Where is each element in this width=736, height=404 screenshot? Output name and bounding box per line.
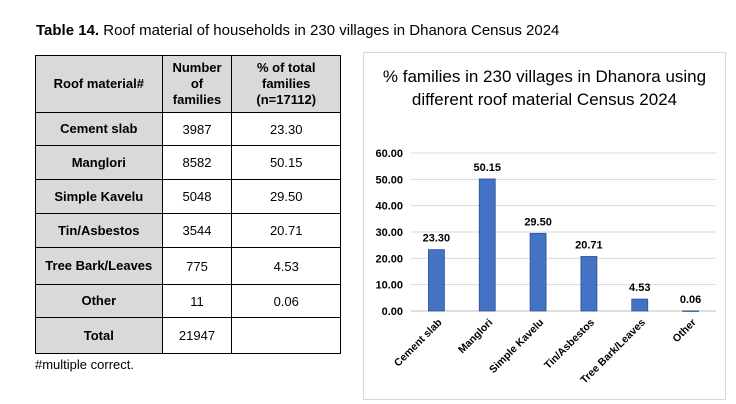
table-row: Tree Bark/Leaves 775 4.53	[35, 247, 341, 285]
bar	[631, 298, 649, 312]
x-tick-label: Other	[670, 317, 698, 345]
row-count: 775	[161, 247, 233, 285]
row-count: 3544	[161, 213, 233, 248]
table-row: Tin/Asbestos 3544 20.71	[35, 213, 341, 248]
header-roof-material: Roof material#	[35, 55, 163, 113]
bar-chart: % families in 230 villages in Dhanora us…	[363, 52, 726, 400]
bar	[529, 232, 547, 312]
table-header-row: Roof material# Number of families % of t…	[35, 55, 341, 113]
row-percent: 4.53	[231, 247, 341, 285]
caption-label: Table 14.	[36, 22, 100, 39]
bar	[478, 178, 496, 312]
data-label: 23.30	[423, 233, 451, 245]
chart-plot: 0.00 10.00 20.00 30.00 40.00 50.00 60.00 23.30 C…	[375, 148, 716, 386]
x-tick-label: Manglori	[456, 317, 495, 356]
row-label: Simple Kavelu	[35, 179, 163, 214]
row-count: 8582	[161, 145, 233, 180]
y-tick-label: 60.00	[375, 148, 403, 160]
table-row: Other 11 0.06	[35, 284, 341, 318]
row-label: Manglori	[35, 145, 163, 180]
row-label: Tree Bark/Leaves	[35, 247, 163, 285]
row-percent: 29.50	[231, 179, 341, 214]
bar	[580, 256, 598, 312]
row-label: Cement slab	[35, 112, 163, 146]
y-tick-label: 20.00	[375, 253, 403, 265]
row-percent: 20.71	[231, 213, 341, 248]
table-total-row: Total 21947	[35, 317, 341, 354]
data-label: 20.71	[575, 239, 603, 251]
y-tick-label: 40.00	[375, 201, 403, 213]
row-label: Tin/Asbestos	[35, 213, 163, 248]
data-label: 4.53	[629, 282, 650, 294]
table-caption: Table 14. Roof material of households in…	[36, 22, 559, 39]
roof-material-table: Roof material# Number of families % of t…	[35, 55, 341, 354]
row-count: 11	[161, 284, 233, 318]
row-count: 21947	[161, 317, 233, 354]
header-percent-families: % of total families (n=17112)	[231, 55, 341, 113]
x-tick-label: Simple Kavelu	[487, 317, 546, 376]
bar	[682, 310, 699, 312]
y-tick-label: 30.00	[375, 227, 403, 239]
table-row: Manglori 8582 50.15	[35, 145, 341, 180]
header-number-of-families: Number of families	[161, 55, 233, 113]
x-tick-label: Cement slab	[392, 317, 445, 370]
row-percent: 0.06	[231, 284, 341, 318]
chart-title: % families in 230 villages in Dhanora us…	[382, 67, 707, 109]
data-label: 50.15	[473, 162, 501, 174]
caption-text: Roof material of households in 230 villa…	[99, 22, 560, 39]
row-count: 3987	[161, 112, 233, 146]
y-tick-label: 50.00	[375, 174, 403, 186]
row-percent: 23.30	[231, 112, 341, 146]
table-row: Cement slab 3987 23.30	[35, 112, 341, 146]
row-label: Other	[35, 284, 163, 318]
table-row: Simple Kavelu 5048 29.50	[35, 179, 341, 214]
x-tick-label: Tin/Asbestos	[542, 317, 597, 372]
y-tick-label: 10.00	[375, 280, 403, 292]
row-percent: 50.15	[231, 145, 341, 180]
data-label: 29.50	[524, 216, 552, 228]
table-footnote: #multiple correct.	[35, 357, 134, 372]
row-count: 5048	[161, 179, 233, 214]
row-percent	[231, 317, 341, 354]
y-tick-label: 0.00	[382, 306, 403, 318]
row-label: Total	[35, 317, 163, 354]
bar	[428, 249, 445, 312]
data-label: 0.06	[680, 294, 701, 306]
